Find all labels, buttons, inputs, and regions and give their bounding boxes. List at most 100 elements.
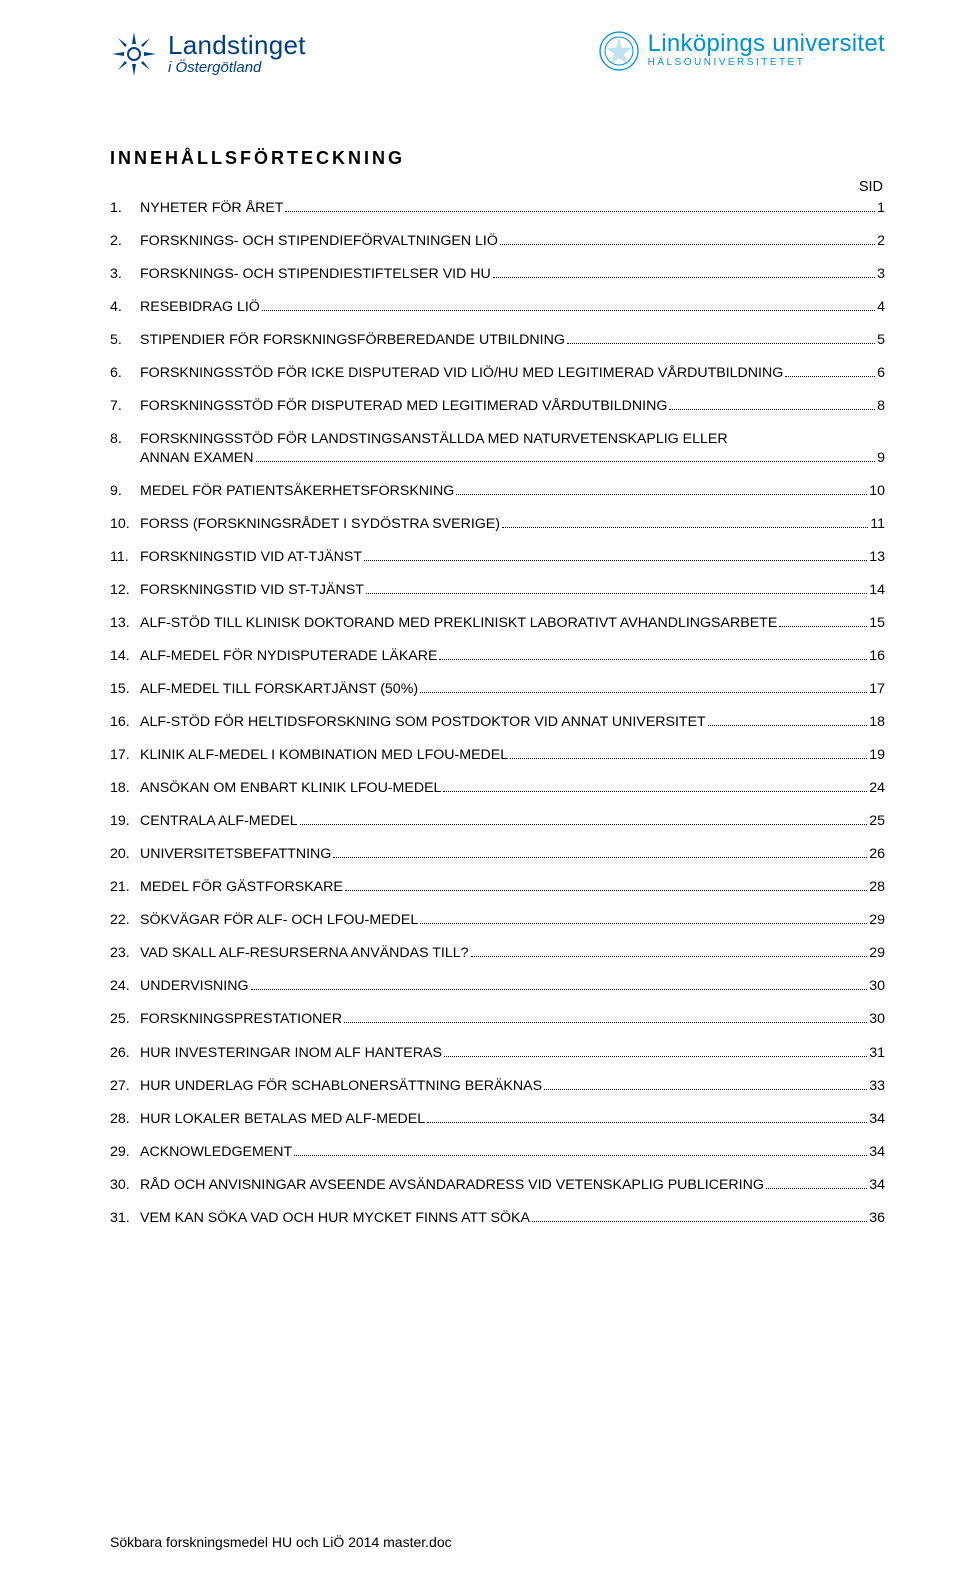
toc-leader-dots: [493, 277, 875, 278]
toc-page: 34: [869, 1143, 885, 1162]
toc-label: FORSS (FORSKNINGSRÅDET I SYDÖSTRA SVERIG…: [140, 515, 500, 534]
toc-page: 25: [869, 812, 885, 831]
toc-number: 21.: [110, 878, 140, 897]
toc-number: 23.: [110, 944, 140, 963]
toc-label: MEDEL FÖR PATIENTSÄKERHETSFORSKNING: [140, 482, 454, 501]
toc-entry: 2.FORSKNINGS- OCH STIPENDIEFÖRVALTNINGEN…: [110, 232, 885, 251]
toc-leader-dots: [364, 560, 867, 561]
toc-number: 5.: [110, 331, 140, 350]
toc-entry: 18.ANSÖKAN OM ENBART KLINIK LFOU-MEDEL24: [110, 779, 885, 798]
toc-number: 12.: [110, 581, 140, 600]
toc-container: 1.NYHETER FÖR ÅRET1 2.FORSKNINGS- OCH STI…: [110, 199, 885, 1227]
toc-number: 31.: [110, 1209, 140, 1228]
toc-leader-dots: [366, 593, 867, 594]
toc-label: VAD SKALL ALF-RESURSERNA ANVÄNDAS TILL?: [140, 944, 469, 963]
toc-page: 10: [869, 482, 885, 501]
toc-number: 22.: [110, 911, 140, 930]
toc-entry: 5.STIPENDIER FÖR FORSKNINGSFÖRBEREDANDE …: [110, 331, 885, 350]
toc-page: 33: [869, 1077, 885, 1096]
toc-number: 17.: [110, 746, 140, 765]
toc-number: 27.: [110, 1077, 140, 1096]
toc-page: 8: [877, 397, 885, 416]
toc-leader-dots: [294, 1155, 867, 1156]
toc-entry: 3.FORSKNINGS- OCH STIPENDIESTIFTELSER VI…: [110, 265, 885, 284]
toc-label: ALF-MEDEL TILL FORSKARTJÄNST (50%): [140, 680, 418, 699]
toc-label-line1: FORSKNINGSSTÖD FÖR LANDSTINGSANSTÄLLDA M…: [140, 430, 885, 449]
toc-page: 3: [877, 265, 885, 284]
toc-number: 6.: [110, 364, 140, 383]
toc-leader-dots: [443, 791, 867, 792]
toc-label: SÖKVÄGAR FÖR ALF- OCH LFOU-MEDEL: [140, 911, 418, 930]
toc-entry: 28.HUR LOKALER BETALAS MED ALF-MEDEL34: [110, 1110, 885, 1129]
toc-page: 6: [877, 364, 885, 383]
linkoping-logo: Linköpings universitet HÄLSOUNIVERSITETE…: [598, 30, 885, 72]
toc-label: HUR UNDERLAG FÖR SCHABLONERSÄTTNING BERÄ…: [140, 1077, 542, 1096]
toc-page: 29: [869, 944, 885, 963]
toc-entry: 16.ALF-STÖD FÖR HELTIDSFORSKNING SOM POS…: [110, 713, 885, 732]
linkoping-seal-icon: [598, 30, 640, 72]
toc-number: 25.: [110, 1010, 140, 1029]
toc-number: 29.: [110, 1143, 140, 1162]
linkoping-logo-text: Linköpings universitet HÄLSOUNIVERSITETE…: [648, 30, 885, 68]
toc-page: 30: [869, 1010, 885, 1029]
toc-leader-dots: [420, 692, 867, 693]
toc-title: INNEHÅLLSFÖRTECKNING: [110, 148, 885, 169]
toc-entry: 7.FORSKNINGSSTÖD FÖR DISPUTERAD MED LEGI…: [110, 397, 885, 416]
toc-label: MEDEL FÖR GÄSTFORSKARE: [140, 878, 343, 897]
toc-page: 26: [869, 845, 885, 864]
toc-entry: 4.RESEBIDRAG LIÖ4: [110, 298, 885, 317]
toc-leader-dots: [567, 343, 875, 344]
toc-entry: 23.VAD SKALL ALF-RESURSERNA ANVÄNDAS TIL…: [110, 944, 885, 963]
toc-entry: 26.HUR INVESTERINGAR INOM ALF HANTERAS31: [110, 1044, 885, 1063]
toc-page: 18: [869, 713, 885, 732]
toc-page: 31: [869, 1044, 885, 1063]
toc-entry: 13.ALF-STÖD TILL KLINISK DOKTORAND MED P…: [110, 614, 885, 633]
toc-entry: 31.VEM KAN SÖKA VAD OCH HUR MYCKET FINNS…: [110, 1209, 885, 1228]
toc-label: KLINIK ALF-MEDEL I KOMBINATION MED LFOU-…: [140, 746, 508, 765]
toc-entry: 10.FORSS (FORSKNINGSRÅDET I SYDÖSTRA SVE…: [110, 515, 885, 534]
toc-label: RÅD OCH ANVISNINGAR AVSEENDE AVSÄNDARADR…: [140, 1176, 764, 1195]
toc-leader-dots: [262, 310, 875, 311]
toc-page: 15: [869, 614, 885, 633]
toc-leader-dots: [345, 890, 867, 891]
toc-entry: 14.ALF-MEDEL FÖR NYDISPUTERADE LÄKARE16: [110, 647, 885, 666]
toc-entry: 8.FORSKNINGSSTÖD FÖR LANDSTINGSANSTÄLLDA…: [110, 430, 885, 467]
toc-page: 34: [869, 1110, 885, 1129]
toc-twoline-wrap: FORSKNINGSSTÖD FÖR LANDSTINGSANSTÄLLDA M…: [140, 430, 885, 467]
toc-entry: 6.FORSKNINGSSTÖD FÖR ICKE DISPUTERAD VID…: [110, 364, 885, 383]
toc-entry: 12.FORSKNINGSTID VID ST-TJÄNST14: [110, 581, 885, 600]
toc-entry: 1.NYHETER FÖR ÅRET1: [110, 199, 885, 218]
toc-leader-dots: [251, 989, 868, 990]
toc-leader-dots: [500, 244, 875, 245]
toc-number: 8.: [110, 430, 140, 449]
toc-number: 24.: [110, 977, 140, 996]
toc-page: 19: [869, 746, 885, 765]
toc-leader-dots: [333, 857, 867, 858]
toc-leader-dots: [256, 461, 876, 462]
toc-leader-dots: [427, 1122, 867, 1123]
toc-leader-dots: [785, 376, 875, 377]
toc-leader-dots: [439, 659, 867, 660]
toc-entry: 22.SÖKVÄGAR FÖR ALF- OCH LFOU-MEDEL29: [110, 911, 885, 930]
toc-leader-dots: [708, 725, 867, 726]
toc-leader-dots: [444, 1056, 867, 1057]
toc-label: ALF-MEDEL FÖR NYDISPUTERADE LÄKARE: [140, 647, 437, 666]
toc-number: 19.: [110, 812, 140, 831]
toc-page: 13: [869, 548, 885, 567]
linkoping-main: Linköpings universitet: [648, 30, 885, 58]
toc-number: 15.: [110, 680, 140, 699]
toc-label: FORSKNINGSTID VID ST-TJÄNST: [140, 581, 364, 600]
toc-label: FORSKNINGSPRESTATIONER: [140, 1010, 342, 1029]
toc-label: CENTRALA ALF-MEDEL: [140, 812, 298, 831]
sid-label: SID: [110, 179, 885, 195]
toc-label: ALF-STÖD TILL KLINISK DOKTORAND MED PREK…: [140, 614, 777, 633]
toc-number: 2.: [110, 232, 140, 251]
toc-entry: 27.HUR UNDERLAG FÖR SCHABLONERSÄTTNING B…: [110, 1077, 885, 1096]
toc-number: 20.: [110, 845, 140, 864]
toc-label: FORSKNINGS- OCH STIPENDIESTIFTELSER VID …: [140, 265, 491, 284]
toc-label: FORSKNINGSSTÖD FÖR DISPUTERAD MED LEGITI…: [140, 397, 667, 416]
toc-page: 24: [869, 779, 885, 798]
toc-leader-dots: [502, 527, 868, 528]
toc-entry: 30.RÅD OCH ANVISNINGAR AVSEENDE AVSÄNDAR…: [110, 1176, 885, 1195]
toc-leader-dots: [420, 923, 867, 924]
